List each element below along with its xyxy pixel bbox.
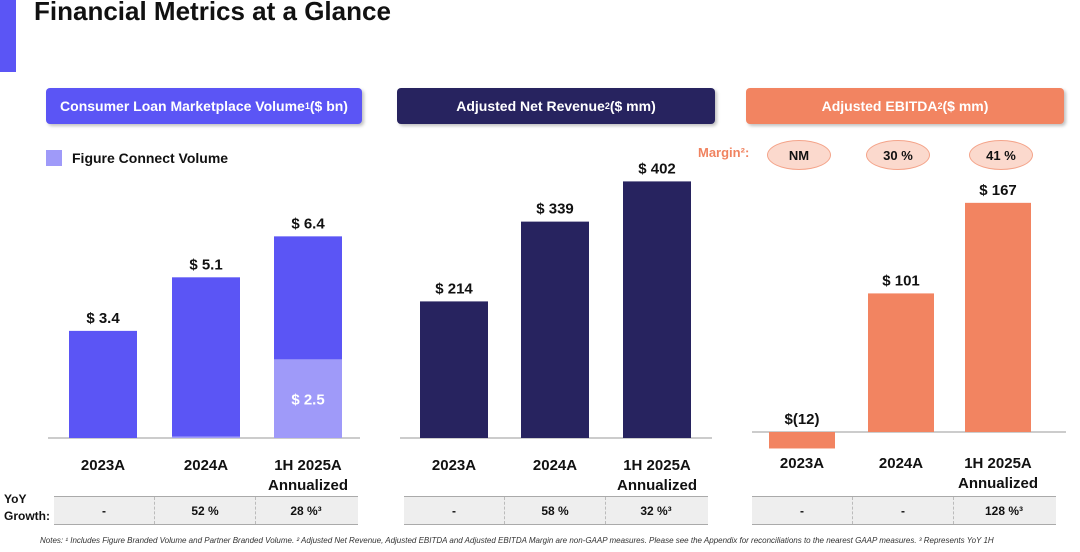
growth-row-revenue: - 58 % 32 %³ (404, 496, 708, 525)
x-tick-label: 2023A (432, 457, 476, 474)
growth-row-volume: - 52 % 28 %³ (54, 496, 358, 525)
yoy-label-line1: YoY (4, 492, 27, 506)
x-tick-label: 2024A (533, 457, 577, 474)
x-tick-label: 1H 2025A (274, 457, 342, 474)
panel-header-ebitda: Adjusted EBITDA 2 ($ mm) (746, 88, 1064, 124)
data-label: $ 402 (638, 160, 676, 177)
panel-header-volume-suffix: ($ bn) (309, 98, 348, 114)
growth-cell: 58 % (505, 497, 606, 524)
margin-value-2025: 41 % (969, 140, 1033, 170)
accent-bar (0, 0, 16, 72)
bar (965, 202, 1031, 432)
panel-header-revenue-suffix: ($ mm) (609, 98, 656, 114)
panel-header-volume-sup: 1 (304, 101, 310, 111)
bar (623, 181, 691, 439)
x-tick-label: 2023A (780, 455, 824, 472)
yoy-growth-label: YoY Growth: (4, 491, 50, 525)
legend: Figure Connect Volume (46, 150, 228, 166)
growth-cell: - (853, 497, 954, 524)
panel-header-revenue-text: Adjusted Net Revenue (456, 98, 605, 114)
data-label: $ 339 (536, 201, 574, 218)
x-tick-label: 1H 2025A (623, 457, 691, 474)
x-tick-label: 2024A (184, 457, 228, 474)
data-label: $ 214 (435, 280, 473, 297)
margin-value-2024: 30 % (866, 140, 930, 170)
growth-cell: 32 %³ (640, 503, 672, 518)
growth-cell: 128 %³ (984, 503, 1024, 518)
data-label-figure-connect: $ 2.5 (291, 392, 324, 409)
x-tick-label: 2024A (879, 455, 923, 472)
growth-row-ebitda: - - 128 %³ (752, 496, 1056, 525)
x-tick-label: 1H 2025A (964, 455, 1032, 472)
data-label: $(12) (784, 411, 819, 428)
x-tick-label: Annualized (958, 475, 1038, 492)
growth-cell: - (752, 497, 853, 524)
legend-swatch-figure-connect (46, 150, 62, 166)
panel-header-ebitda-suffix: ($ mm) (942, 98, 989, 114)
bar (420, 301, 488, 438)
data-label: $ 167 (979, 182, 1017, 199)
bar (521, 221, 589, 438)
panel-header-volume-text: Consumer Loan Marketplace Volume (60, 98, 305, 114)
panel-header-ebitda-sup: 2 (937, 101, 943, 111)
panel-header-revenue-sup: 2 (604, 101, 610, 111)
bar (69, 330, 137, 438)
yoy-label-line2: Growth: (4, 509, 50, 523)
growth-cell: - (404, 497, 505, 524)
data-label: $ 5.1 (189, 256, 222, 273)
data-label: $ 6.4 (291, 215, 325, 232)
panel-header-revenue: Adjusted Net Revenue 2 ($ mm) (397, 88, 715, 124)
x-tick-label: 2023A (81, 457, 125, 474)
bar-figure-connect (172, 436, 240, 438)
panel-header-ebitda-text: Adjusted EBITDA (821, 98, 938, 114)
page-title: Financial Metrics at a Glance (34, 0, 391, 26)
x-tick-label: Annualized (617, 477, 697, 494)
bar (769, 432, 835, 449)
bar-figure-connect (274, 359, 342, 438)
growth-cell: - (54, 497, 155, 524)
margin-label: Margin²: (698, 145, 750, 160)
panel-header-volume: Consumer Loan Marketplace Volume 1 ($ bn) (46, 88, 362, 124)
margin-value-2023: NM (767, 140, 831, 170)
footnotes: Notes: ¹ Includes Figure Branded Volume … (40, 536, 994, 545)
data-label: $ 3.4 (86, 310, 120, 327)
x-tick-label: Annualized (268, 477, 348, 494)
growth-cell: 28 %³ (290, 503, 322, 518)
data-label: $ 101 (882, 272, 920, 289)
bar (172, 277, 240, 438)
legend-label: Figure Connect Volume (72, 150, 229, 166)
growth-cell: 52 % (155, 497, 256, 524)
bar (868, 293, 934, 432)
